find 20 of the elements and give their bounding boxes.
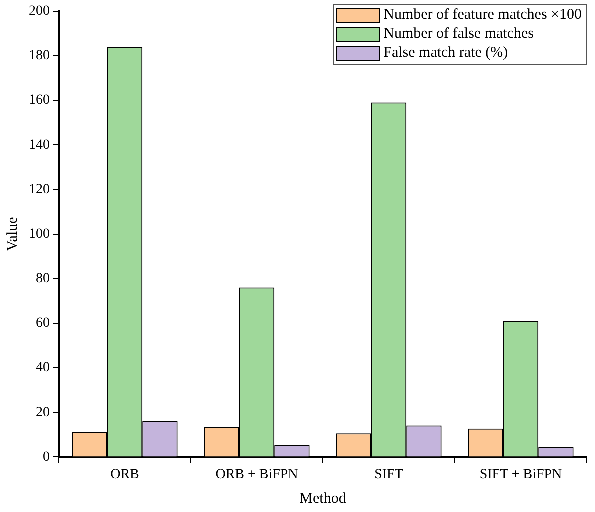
legend-label: False match rate (%) <box>384 45 508 62</box>
y-tick-label: 120 <box>29 182 50 198</box>
y-tick-label: 0 <box>43 450 50 465</box>
y-tick-label: 160 <box>29 93 50 108</box>
x-axis-title: Method <box>300 490 347 507</box>
y-tick-label: 140 <box>29 138 50 153</box>
y-tick-label: 200 <box>29 4 50 20</box>
y-tick-label: 80 <box>36 272 50 287</box>
y-tick-label: 60 <box>36 316 50 332</box>
y-tick-label: 40 <box>36 360 50 376</box>
y-tick-label: 180 <box>29 48 50 64</box>
y-tick-label: 20 <box>36 405 50 420</box>
y-tick-label: 100 <box>29 226 50 242</box>
legend-label: Number of false matches <box>384 26 534 43</box>
x-tick-label: ORB <box>110 467 140 482</box>
y-axis-title: Value <box>4 216 21 252</box>
legend-label: Number of feature matches ×100 <box>384 7 582 24</box>
x-tick-label: SIFT <box>374 467 404 482</box>
x-tick-label: SIFT + BiFPN <box>480 467 562 482</box>
x-tick-label: ORB + BiFPN <box>216 467 298 482</box>
